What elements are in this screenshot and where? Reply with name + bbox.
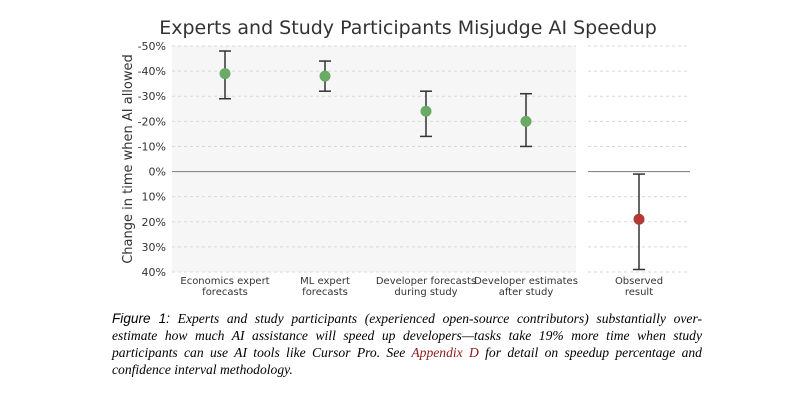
y-tick-label: -30% — [138, 90, 166, 103]
data-point — [520, 115, 532, 127]
data-point — [319, 70, 331, 82]
x-tick-label: Developer forecasts during study — [376, 276, 476, 298]
x-tick-label-line: Observed — [615, 276, 663, 287]
figure-caption: Figure 1: Experts and study participants… — [112, 310, 702, 378]
panel-background-forecasts — [172, 46, 576, 272]
appendix-link[interactable]: Appendix D — [411, 345, 479, 360]
x-tick-label: Developer estimates after study — [474, 276, 578, 298]
y-tick-label: 10% — [142, 191, 166, 204]
data-point — [633, 213, 645, 225]
x-tick-label-line: forecasts — [202, 287, 248, 298]
x-tick-label-line: during study — [394, 287, 457, 298]
x-tick-label-line: after study — [499, 287, 554, 298]
y-tick-label: -50% — [138, 40, 166, 53]
y-tick-label: 40% — [142, 266, 166, 279]
y-tick-label: 30% — [142, 241, 166, 254]
y-tick-label: -10% — [138, 140, 166, 153]
x-tick-label-line: ML expert — [300, 276, 350, 287]
y-tick-labels: -50% -40% -30% -20% -10% 0% 10% 20% 30% 40% — [138, 40, 166, 279]
data-point — [420, 105, 432, 117]
x-tick-label-line: forecasts — [302, 287, 348, 298]
x-tick-label-line: Economics expert — [180, 276, 269, 287]
chart: Experts and Study Participants Misjudge … — [121, 17, 690, 298]
y-axis-label: Change in time when AI allowed — [121, 54, 136, 264]
caption-text-end: for detail on speedup percentage and con… — [112, 345, 702, 377]
chart-panels — [172, 46, 690, 272]
x-tick-label-line: Developer estimates — [474, 276, 578, 287]
figure-label: Figure 1: — [112, 311, 170, 326]
x-tick-label: ML expert forecasts — [300, 276, 350, 298]
x-tick-label: Economics expert forecasts — [180, 276, 269, 298]
data-points — [219, 68, 645, 225]
x-tick-label-line: Developer forecasts — [376, 276, 476, 287]
y-tick-label: 0% — [149, 166, 166, 179]
caption-text: Experts and study participants (experien… — [112, 311, 702, 360]
chart-title: Experts and Study Participants Misjudge … — [159, 17, 657, 39]
x-tick-label-line: result — [625, 287, 653, 298]
y-tick-label: -40% — [138, 65, 166, 78]
y-tick-label: -20% — [138, 115, 166, 128]
x-tick-label: Observed result — [615, 276, 663, 298]
data-point — [219, 68, 231, 80]
y-tick-label: 20% — [142, 216, 166, 229]
